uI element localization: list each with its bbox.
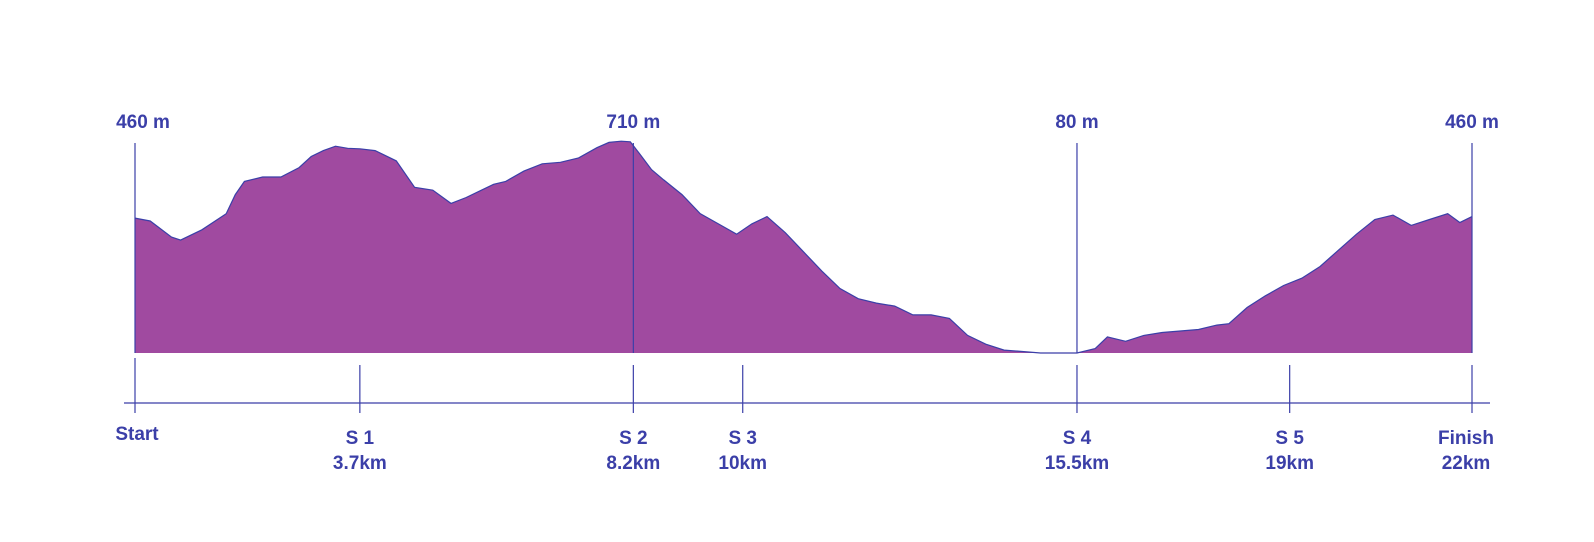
station-name: S 3 xyxy=(728,428,757,449)
area-layer xyxy=(134,140,1473,354)
station-distance: 15.5km xyxy=(1045,453,1109,474)
vertical-lines-layer xyxy=(134,143,1473,353)
labels-layer: 460 m 710 m 80 m 460 m Start S 1 3.7km S 2 8.2km… xyxy=(115,112,1499,474)
station-name: S 4 xyxy=(1063,428,1092,449)
elevation-label: 460 m xyxy=(116,112,170,133)
station-name: Start xyxy=(115,424,159,445)
elevation-label: 460 m xyxy=(1445,112,1499,133)
distance-axis xyxy=(124,358,1490,413)
station-distance: 8.2km xyxy=(606,453,660,474)
elevation-label: 80 m xyxy=(1055,112,1098,133)
station-distance: 22km xyxy=(1442,453,1491,474)
station-name: S 1 xyxy=(346,428,375,449)
elevation-outline xyxy=(134,140,1473,354)
elevation-area xyxy=(135,141,1472,353)
station-distance: 10km xyxy=(718,453,767,474)
station-distance: 3.7km xyxy=(333,453,387,474)
station-name: S 5 xyxy=(1275,428,1304,449)
station-distance: 19km xyxy=(1265,453,1314,474)
elevation-label: 710 m xyxy=(606,112,660,133)
station-name: Finish xyxy=(1438,428,1494,449)
station-name: S 2 xyxy=(619,428,648,449)
